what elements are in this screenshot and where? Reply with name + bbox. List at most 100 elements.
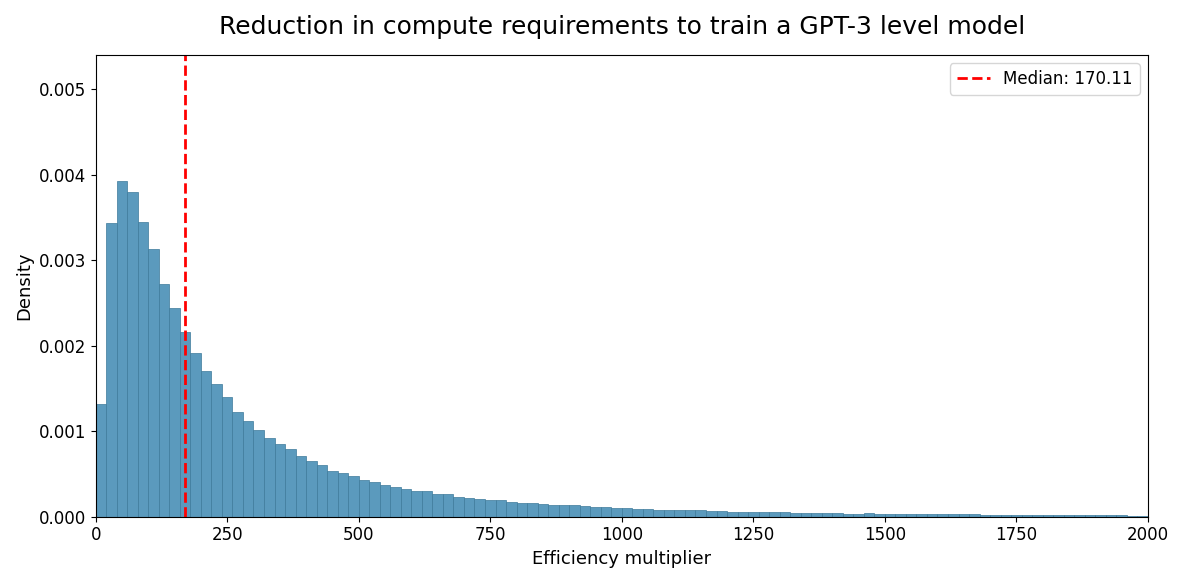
Bar <box>611 508 622 517</box>
Bar <box>779 512 790 517</box>
Bar <box>895 514 906 517</box>
Bar <box>884 514 895 517</box>
Bar <box>643 510 654 517</box>
Bar <box>453 497 464 517</box>
Bar <box>916 514 927 517</box>
Bar <box>716 511 727 517</box>
Bar <box>1117 515 1127 517</box>
Bar <box>969 514 979 517</box>
Bar <box>485 500 496 517</box>
Bar <box>1127 515 1138 517</box>
Bar <box>959 514 969 517</box>
Bar <box>1000 515 1011 517</box>
Bar <box>391 487 401 517</box>
Bar <box>96 403 107 517</box>
Bar <box>422 491 432 517</box>
Bar <box>169 308 180 517</box>
Bar <box>107 223 117 517</box>
Bar <box>148 250 159 517</box>
Bar <box>475 499 485 517</box>
Bar <box>632 508 643 517</box>
Bar <box>516 503 527 517</box>
Bar <box>706 511 716 517</box>
Bar <box>296 456 307 517</box>
Bar <box>401 489 411 517</box>
X-axis label: Efficiency multiplier: Efficiency multiplier <box>533 550 712 568</box>
Bar <box>854 514 864 517</box>
Bar <box>1106 515 1117 517</box>
Bar <box>137 222 148 517</box>
Bar <box>191 353 201 517</box>
Bar <box>432 494 443 517</box>
Bar <box>285 449 296 517</box>
Bar <box>800 513 811 517</box>
Bar <box>874 514 884 517</box>
Bar <box>990 515 1000 517</box>
Bar <box>411 491 422 517</box>
Bar <box>127 192 137 517</box>
Bar <box>770 512 779 517</box>
Bar <box>948 514 959 517</box>
Bar <box>359 480 369 517</box>
Bar <box>790 512 800 517</box>
Bar <box>201 371 212 517</box>
Bar <box>759 512 770 517</box>
Bar <box>591 507 600 517</box>
Bar <box>348 476 359 517</box>
Bar <box>727 512 738 517</box>
Bar <box>664 510 675 517</box>
Bar <box>159 285 169 517</box>
Bar <box>1095 515 1106 517</box>
Bar <box>1054 515 1063 517</box>
Bar <box>1022 515 1032 517</box>
Bar <box>369 482 380 517</box>
Bar <box>380 484 391 517</box>
Bar <box>822 513 832 517</box>
Bar <box>243 421 253 517</box>
Bar <box>622 508 632 517</box>
Bar <box>180 332 191 517</box>
Title: Reduction in compute requirements to train a GPT-3 level model: Reduction in compute requirements to tra… <box>219 15 1025 39</box>
Bar <box>307 461 316 517</box>
Bar <box>600 507 611 517</box>
Bar <box>117 181 127 517</box>
Bar <box>979 515 990 517</box>
Bar <box>864 514 874 517</box>
Bar <box>675 510 684 517</box>
Bar <box>843 514 854 517</box>
Bar <box>1138 515 1148 517</box>
Bar <box>506 502 516 517</box>
Bar <box>1011 515 1022 517</box>
Bar <box>832 514 843 517</box>
Bar <box>1063 515 1074 517</box>
Bar <box>221 398 232 517</box>
Bar <box>1032 515 1043 517</box>
Bar <box>738 512 748 517</box>
Bar <box>570 505 580 517</box>
Bar <box>811 512 822 517</box>
Bar <box>938 514 948 517</box>
Bar <box>684 510 695 517</box>
Bar <box>559 505 570 517</box>
Bar <box>464 498 475 517</box>
Bar <box>337 473 348 517</box>
Bar <box>316 465 327 517</box>
Bar <box>538 504 548 517</box>
Bar <box>496 500 506 517</box>
Bar <box>1074 515 1085 517</box>
Bar <box>548 505 559 517</box>
Bar <box>264 438 275 517</box>
Legend: Median: 170.11: Median: 170.11 <box>950 63 1140 94</box>
Bar <box>253 430 264 517</box>
Bar <box>927 514 938 517</box>
Bar <box>580 507 591 517</box>
Bar <box>232 412 243 517</box>
Bar <box>695 510 706 517</box>
Bar <box>327 470 337 517</box>
Bar <box>212 384 221 517</box>
Bar <box>906 514 916 517</box>
Bar <box>748 512 759 517</box>
Bar <box>443 494 453 517</box>
Bar <box>1085 515 1095 517</box>
Bar <box>1043 515 1054 517</box>
